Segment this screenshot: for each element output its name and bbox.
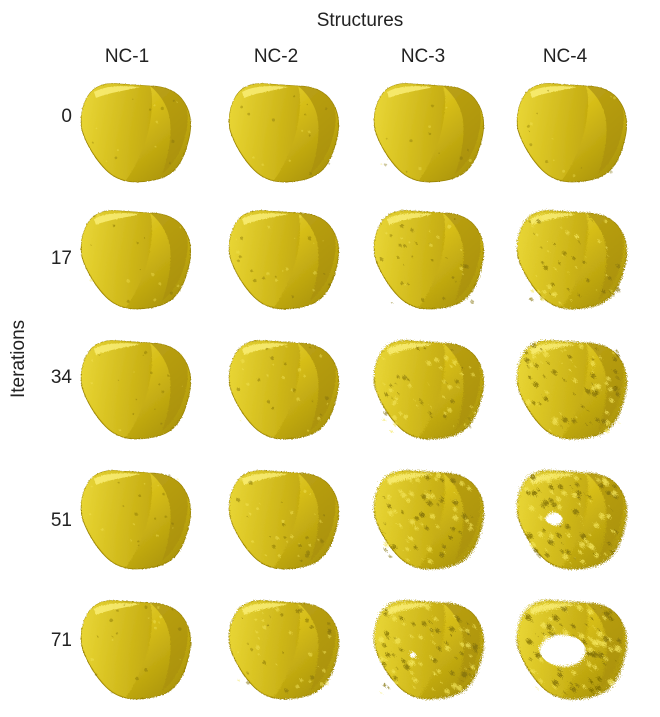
column-header-nc-2: NC-2 <box>253 46 299 67</box>
particle-render-nc-3-iter-17 <box>373 210 485 310</box>
column-header-nc-1: NC-1 <box>104 46 150 67</box>
particle-render-nc-3-iter-71 <box>373 600 485 700</box>
particle-render-nc-1-iter-0 <box>80 83 192 183</box>
particle-render-nc-4-iter-71 <box>516 600 628 700</box>
particle-render-nc-2-iter-17 <box>228 210 340 310</box>
particle-render-nc-3-iter-51 <box>373 470 485 570</box>
row-header-34: 34 <box>50 367 72 388</box>
particle-render-nc-1-iter-17 <box>80 210 192 310</box>
particle-render-nc-1-iter-71 <box>80 600 192 700</box>
column-header-nc-3: NC-3 <box>400 46 446 67</box>
particle-render-nc-3-iter-34 <box>373 340 485 440</box>
particle-render-nc-2-iter-34 <box>228 340 340 440</box>
row-header-51: 51 <box>50 510 72 531</box>
particle-render-nc-1-iter-34 <box>80 340 192 440</box>
particle-render-nc-4-iter-34 <box>516 340 628 440</box>
particle-render-nc-4-iter-17 <box>516 210 628 310</box>
column-axis-title: Structures <box>316 10 404 31</box>
column-header-nc-4: NC-4 <box>542 46 588 67</box>
particle-render-nc-4-iter-51 <box>516 470 628 570</box>
row-header-71: 71 <box>50 630 72 651</box>
particle-render-nc-3-iter-0 <box>373 83 485 183</box>
particle-render-nc-2-iter-0 <box>228 83 340 183</box>
row-header-0: 0 <box>61 106 72 127</box>
particle-render-nc-1-iter-51 <box>80 470 192 570</box>
particle-render-nc-2-iter-51 <box>228 470 340 570</box>
particle-render-nc-4-iter-0 <box>516 83 628 183</box>
row-header-17: 17 <box>50 248 72 269</box>
particle-render-nc-2-iter-71 <box>228 600 340 700</box>
